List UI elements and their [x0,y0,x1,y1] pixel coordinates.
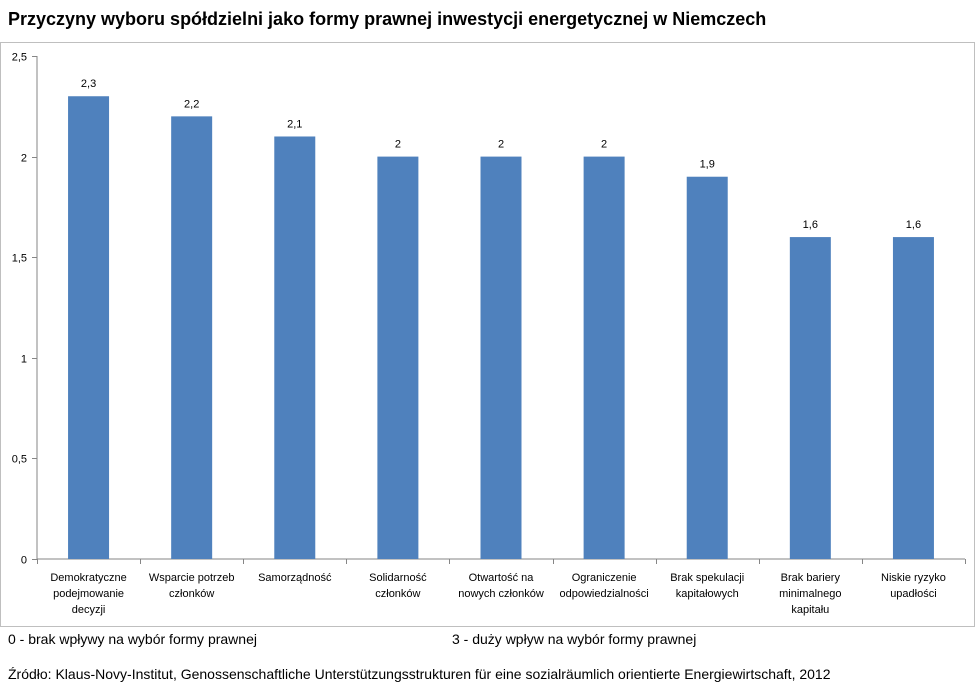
bar [171,116,213,560]
data-label: 2,1 [287,118,302,130]
category-label-line: członków [169,588,214,600]
category-label-line: kapitałowych [676,588,739,600]
data-label: 2 [498,139,504,151]
data-label: 1,6 [803,219,818,231]
category-label-line: członków [375,588,420,600]
category-label: Wsparcie potrzeb członków [149,572,235,600]
category-label: Brak spekulacji kapitałowych [670,572,744,600]
category-label-line: kapitału [791,604,829,616]
page-title: Przyczyny wyboru spółdzielni jako formy … [8,9,767,29]
category-label: Brak bariery minimalnego kapitału [779,572,841,616]
y-tick-label: 1,5 [12,253,27,265]
category-label-line: Niskie ryzyko [881,572,946,584]
bar [583,156,625,559]
y-tick-label: 2 [21,153,27,165]
source-note: Źródło: Klaus-Novy-Institut, Genossensch… [8,666,831,682]
bar [68,96,110,560]
bar [274,136,316,560]
category-label: Niskie ryzyko upadłości [881,572,946,600]
data-label: 2,3 [81,78,96,90]
category-label-line: Wsparcie potrzeb [149,572,235,584]
category-label: Samorządność [258,572,332,584]
category-label-line: minimalnego [779,588,841,600]
data-label: 2 [601,139,607,151]
y-tick-label: 2,5 [12,52,27,64]
category-label-line: odpowiedzialności [559,588,648,600]
category-label-line: Brak bariery [781,572,841,584]
bar [377,156,419,559]
category-label: Ograniczenie odpowiedzialności [559,572,648,600]
category-label: Demokratyczne podejmowanie decyzji [50,572,126,616]
scale-min-note: 0 - brak wpływy na wybór formy prawnej [8,631,257,647]
data-label: 2 [395,139,401,151]
bar-chart: 0 0,5 1 1,5 2 2,5 2,3 Demokratyczne podejmowanie… [12,52,966,616]
category-label: Otwartość na nowych członków [458,572,544,600]
category-label-line: Otwartość na [469,572,535,584]
y-tick-label: 0,5 [12,454,27,466]
bar [686,176,728,559]
category-label-line: Ograniczenie [572,572,637,584]
category-label-line: Brak spekulacji [670,572,744,584]
bar [892,237,934,559]
bar [789,237,831,559]
category-label-line: decyzji [72,604,106,616]
category-label-line: nowych członków [458,588,544,600]
scale-max-note: 3 - duży wpływ na wybór formy prawnej [452,631,697,647]
data-label: 1,9 [700,159,715,171]
data-label: 1,6 [906,219,921,231]
y-tick-label: 0 [21,555,27,567]
bar [480,156,522,559]
category-label-line: podejmowanie [53,588,124,600]
data-label: 2,2 [184,98,199,110]
category-label-line: Demokratyczne [50,572,126,584]
category-label: Solidarność członków [369,572,427,600]
category-label-line: Solidarność [369,572,427,584]
category-label-line: Samorządność [258,572,332,584]
y-tick-label: 1 [21,354,27,366]
category-label-line: upadłości [890,588,936,600]
